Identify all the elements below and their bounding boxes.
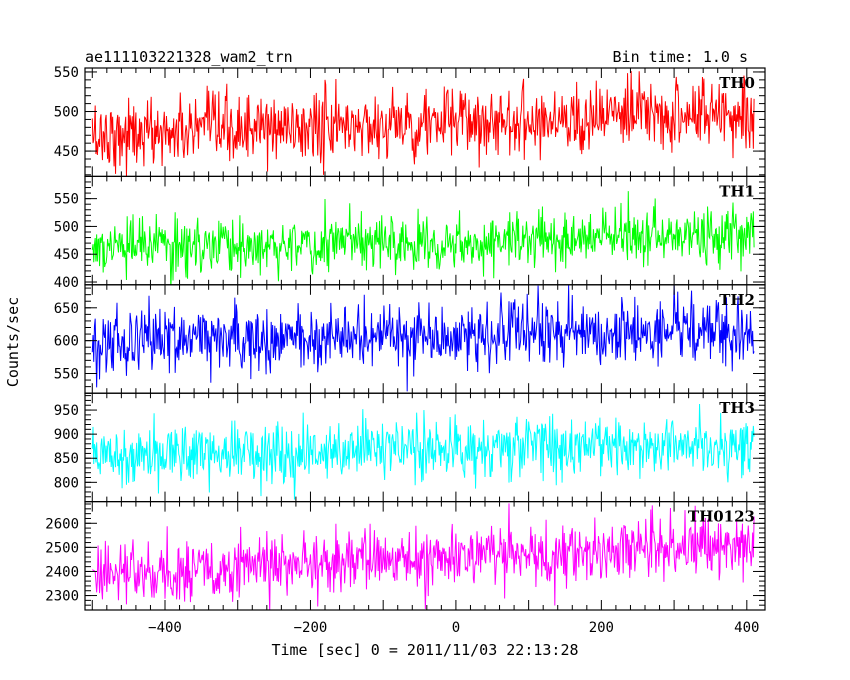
y-tick-label: 2400: [45, 564, 79, 580]
x-tick-label: −200: [294, 620, 328, 636]
panel-th0: 450 500 550 TH0: [54, 65, 766, 178]
series-line-th1: [91, 191, 755, 285]
y-tick-label: 500: [54, 219, 79, 235]
panel-th1: 400 450 500 550 TH1: [54, 175, 766, 291]
x-tick-label: 200: [589, 620, 614, 636]
y-tick-label: 500: [54, 105, 79, 121]
y-tick-label: 550: [54, 65, 79, 81]
panel-label-th1: TH1: [719, 182, 755, 200]
y-tick-label: 550: [54, 192, 79, 208]
x-tick-label: 0: [452, 620, 460, 636]
series-line-th3: [91, 404, 755, 500]
y-axis-label: Counts/sec: [4, 297, 22, 387]
y-tick-label: 2500: [45, 540, 79, 556]
y-tick-label: 2600: [45, 516, 79, 532]
panel-th0123: 2300 2400 2500 2600 TH0123: [45, 501, 766, 611]
y-tick-label: 450: [54, 144, 79, 160]
bin-time-label: Bin time: 1.0 s: [613, 48, 748, 66]
y-tick-label: 2300: [45, 589, 79, 605]
x-axis-label: Time [sec] 0 = 2011/11/03 22:13:28: [271, 641, 578, 659]
x-tick-label: 400: [734, 620, 759, 636]
y-tick-label: 800: [54, 475, 79, 491]
y-tick-label: 850: [54, 451, 79, 467]
panel-th3: 800 850 900 950 TH3: [54, 392, 766, 503]
series-line-th0: [91, 71, 755, 177]
panels-group: 450 500 550 TH0 400 450 500 550 TH1 550 600 650 TH2 8…: [45, 65, 766, 611]
y-tick-label: 450: [54, 247, 79, 263]
y-tick-label: 600: [54, 334, 79, 350]
x-tick-label: −400: [148, 620, 182, 636]
y-tick-label: 550: [54, 366, 79, 382]
panel-th2: 550 600 650 TH2: [54, 284, 766, 394]
y-tick-label: 950: [54, 403, 79, 419]
panel-label-th2: TH2: [719, 291, 755, 309]
y-tick-label: 400: [54, 275, 79, 291]
panel-label-th3: TH3: [719, 399, 755, 417]
panel-label-th0: TH0: [719, 74, 755, 92]
panel-label-th0123: TH0123: [688, 508, 755, 526]
x-tick-labels: −400 −200 0 200 400: [148, 620, 759, 636]
series-line-th0123: [92, 503, 755, 611]
y-tick-label: 650: [54, 301, 79, 317]
chart-title: ae111103221328_wam2_trn: [85, 48, 293, 66]
series-line-th2: [91, 284, 755, 392]
y-tick-label: 900: [54, 427, 79, 443]
panel-frame: [84, 501, 766, 611]
